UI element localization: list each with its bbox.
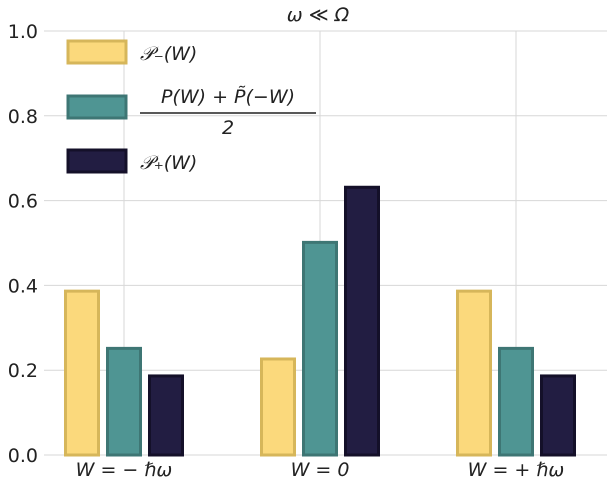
- legend-swatch: [66, 148, 128, 174]
- x-category-label: W = 0: [291, 459, 350, 480]
- y-tick-label: 0.6: [8, 191, 38, 213]
- legend-label-numerator: P(W) + P̃(−W): [161, 86, 295, 108]
- y-axis-ticks: 0.0 0.2 0.4 0.6 0.8 1.0: [8, 21, 38, 467]
- y-tick-label: 0.4: [8, 275, 38, 297]
- bar: [64, 289, 100, 457]
- legend-label: 𝒫₋(W): [140, 43, 197, 65]
- bars: [64, 185, 576, 457]
- bar: [302, 240, 338, 457]
- x-category-label: W = + ℏω: [468, 459, 565, 480]
- y-tick-label: 0.8: [8, 106, 38, 128]
- x-category-label: W = − ℏω: [76, 459, 173, 480]
- legend-swatch: [66, 94, 128, 120]
- bar: [344, 185, 380, 457]
- y-tick-label: 1.0: [8, 21, 38, 43]
- y-tick-label: 0.2: [8, 360, 38, 382]
- bar: [456, 289, 492, 457]
- legend-label: 𝒫₊(W): [140, 152, 197, 174]
- legend-swatch: [66, 39, 128, 65]
- bar: [260, 357, 296, 457]
- chart-title: ω ≪ Ω: [287, 4, 350, 26]
- bar: [106, 346, 142, 457]
- bar: [148, 374, 184, 457]
- bar: [498, 346, 534, 457]
- y-tick-label: 0.0: [8, 445, 38, 467]
- legend: 𝒫₋(W) P(W) + P̃(−W) 2 𝒫₊(W): [66, 39, 316, 174]
- bar: [540, 374, 576, 457]
- legend-label-denominator: 2: [222, 117, 234, 139]
- x-axis-categories: W = − ℏω W = 0 W = + ℏω: [76, 459, 565, 480]
